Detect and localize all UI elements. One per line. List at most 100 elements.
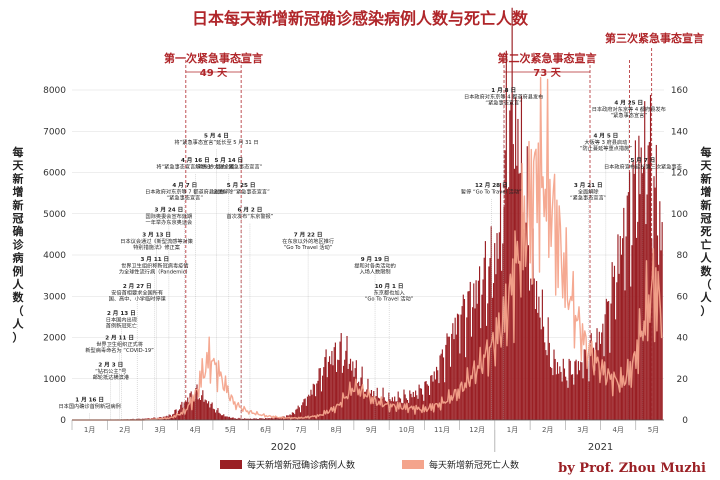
case-bar	[313, 384, 316, 420]
legend-label: 每天新增新冠确诊病例人数	[247, 459, 355, 471]
case-bar	[324, 357, 326, 420]
case-bar	[492, 283, 495, 420]
case-bar	[378, 398, 381, 420]
case-bar	[439, 355, 441, 420]
annotation-text: 暂停 “Go To Travel 活动”	[461, 187, 522, 195]
period-days: 73 天	[533, 67, 561, 79]
annotation-text: 国际奥委会宣布延期	[146, 212, 193, 220]
case-bar	[608, 301, 610, 420]
case-bar	[483, 257, 485, 420]
case-bar	[392, 401, 395, 420]
case-bar	[233, 418, 235, 420]
case-bar	[367, 378, 369, 420]
case-bar	[254, 418, 256, 420]
annotation-text: 日本国内出现	[106, 315, 137, 323]
case-bar	[482, 279, 484, 420]
case-bar	[358, 381, 360, 420]
case-bar	[531, 284, 533, 420]
annotation-text: “钻石公主”号	[95, 367, 126, 375]
case-bar	[468, 290, 470, 420]
case-bar	[595, 342, 597, 420]
case-bar	[625, 236, 627, 420]
case-bar	[616, 282, 618, 420]
case-bar	[330, 364, 332, 420]
annotation-date: 1 月 8 日	[491, 86, 516, 94]
case-bar	[198, 398, 200, 420]
legend-item: 每天新增新冠死亡人数	[402, 459, 519, 471]
case-bar	[560, 371, 562, 420]
case-bar	[451, 333, 453, 420]
annotation-text: “紧急事态宣言”	[485, 99, 522, 107]
case-bar	[610, 303, 612, 420]
axis-label-char: （	[701, 278, 712, 291]
case-bar	[525, 222, 527, 420]
deaths-series	[72, 76, 663, 421]
annotation-text: 入场人数限制	[359, 268, 390, 276]
year-label: 2021	[588, 442, 613, 453]
case-bar	[580, 361, 582, 420]
period-label: 第三次紧急事态宣言	[605, 31, 704, 45]
case-bar	[263, 418, 266, 420]
case-bar	[327, 361, 329, 420]
month-label: 4月	[190, 426, 201, 434]
case-bar	[181, 401, 183, 420]
case-bar	[339, 341, 341, 420]
annotation-text: 首次发布“东京警报”	[227, 212, 274, 220]
case-bar	[585, 356, 588, 420]
case-bar	[302, 402, 304, 420]
case-bar	[620, 254, 623, 420]
annotation-text: 提和对各类活动的	[354, 262, 396, 270]
case-bar	[306, 396, 309, 420]
case-bar	[637, 221, 639, 420]
month-label: 3月	[154, 426, 165, 434]
annotation-date: 5 月 4 日	[204, 131, 229, 139]
case-bar	[247, 418, 249, 420]
case-bar	[640, 147, 642, 421]
case-bar	[542, 326, 545, 420]
case-bar	[447, 336, 449, 420]
case-bar	[462, 294, 464, 420]
case-bar	[523, 229, 525, 420]
case-bar	[587, 360, 589, 420]
case-bar	[596, 328, 598, 420]
case-bar	[256, 418, 259, 420]
case-bar	[658, 264, 660, 420]
annotation-date: 5 月 14 日	[214, 156, 243, 164]
case-bar	[262, 418, 264, 420]
case-bar	[444, 382, 446, 420]
case-bar	[517, 118, 519, 421]
case-bar	[463, 298, 466, 420]
case-bar	[613, 265, 616, 420]
case-bar	[526, 146, 528, 420]
annotation-text: 国、高中、小学临时停课	[109, 295, 167, 303]
case-bar	[511, 7, 513, 420]
right-tick-label: 80	[677, 251, 689, 261]
axis-label-char: 数	[701, 264, 713, 278]
case-bar	[291, 412, 293, 420]
credit: by Prof. Zhou Muzhi	[558, 461, 706, 476]
case-bar	[239, 418, 241, 420]
case-bar	[575, 359, 577, 420]
axis-label-char: 例	[13, 264, 24, 278]
case-bar	[506, 188, 509, 420]
case-bar	[641, 173, 643, 420]
case-bar	[213, 409, 216, 420]
case-bar	[565, 376, 567, 420]
annotation-date: 6 月 2 日	[238, 206, 263, 214]
case-bar	[446, 333, 448, 420]
case-bar	[353, 376, 355, 420]
case-bar	[269, 418, 271, 420]
axis-label-char: 人	[701, 251, 713, 265]
annotation-text: 安倍首相要求全国所有	[111, 289, 163, 297]
case-bar	[223, 414, 225, 420]
case-bar	[270, 417, 273, 420]
case-bar	[624, 290, 626, 420]
annotation-text: 世界卫生组织称新冠病毒疫情	[121, 262, 188, 270]
case-bar	[445, 344, 447, 420]
case-bar	[615, 319, 617, 420]
case-bar	[206, 403, 209, 420]
annotation-text: “Go To Travel 活动”	[365, 295, 414, 303]
case-bar	[253, 418, 255, 420]
case-bar	[211, 402, 213, 420]
